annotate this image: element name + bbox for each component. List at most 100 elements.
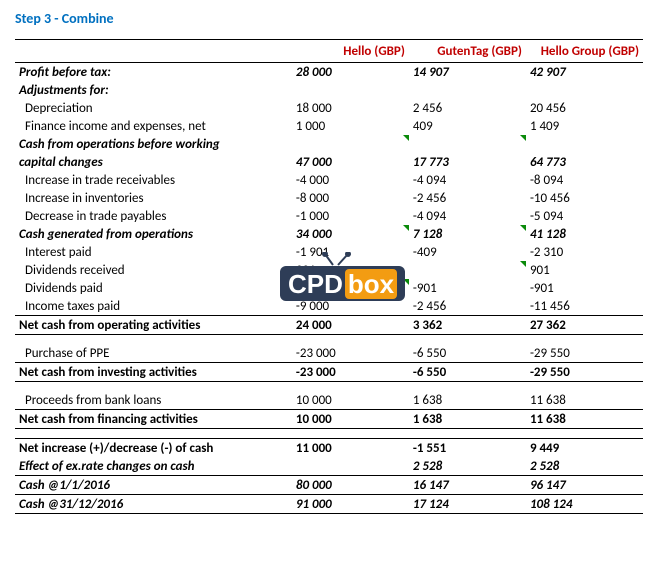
table-row: Net cash from investing activities -23 0… bbox=[15, 363, 643, 382]
cell: 11 638 bbox=[526, 410, 643, 429]
table-row: Net increase (+)/decrease (-) of cash 11… bbox=[15, 439, 643, 458]
cell: 1 409 bbox=[526, 117, 643, 135]
cell: 1 638 bbox=[409, 410, 526, 429]
table-row: Cash @1/1/2016 80 000 16 147 96 147 bbox=[15, 476, 643, 495]
cell: 16 147 bbox=[409, 476, 526, 495]
cell: 10 000 bbox=[292, 391, 409, 410]
cell: -1 551 bbox=[409, 439, 526, 458]
header-c2: GutenTag (GBP) bbox=[409, 40, 526, 63]
row-label: Profit before tax: bbox=[15, 63, 292, 82]
row-label: Net cash from financing activities bbox=[15, 410, 292, 429]
cell: -2 456 bbox=[409, 297, 526, 316]
row-label: Proceeds from bank loans bbox=[15, 391, 292, 410]
cell: 17 773 bbox=[409, 153, 526, 171]
cell: 2 528 bbox=[526, 457, 643, 476]
cell: 24 000 bbox=[292, 316, 409, 335]
cell: 3 362 bbox=[409, 316, 526, 335]
cell: 1 000 bbox=[292, 117, 409, 135]
header-row: Hello (GBP) GutenTag (GBP) Hello Group (… bbox=[15, 40, 643, 63]
row-label: Cash generated from operations bbox=[15, 225, 292, 243]
cell: 47 000 bbox=[292, 153, 409, 171]
cell: 901 bbox=[292, 261, 409, 279]
cell: 2 528 bbox=[409, 457, 526, 476]
row-label: Dividends received bbox=[15, 261, 292, 279]
table-row: Net cash from financing activities 10 00… bbox=[15, 410, 643, 429]
cell: -29 550 bbox=[526, 344, 643, 363]
row-label: Net cash from operating activities bbox=[15, 316, 292, 335]
table-row: Dividends paid -901 -901 bbox=[15, 279, 643, 297]
table-row: Cash @31/12/2016 91 000 17 124 108 124 bbox=[15, 495, 643, 514]
table-row: Income taxes paid -9 000 -2 456 -11 456 bbox=[15, 297, 643, 316]
cell: -4 094 bbox=[409, 171, 526, 189]
cell: 42 907 bbox=[526, 63, 643, 82]
cell: -2 310 bbox=[526, 243, 643, 261]
cashflow-table: Hello (GBP) GutenTag (GBP) Hello Group (… bbox=[15, 39, 643, 514]
cell: -1 000 bbox=[292, 207, 409, 225]
cell: 2 456 bbox=[409, 99, 526, 117]
row-label: Effect of ex.rate changes on cash bbox=[15, 457, 292, 476]
cell: 27 362 bbox=[526, 316, 643, 335]
row-label: Decrease in trade payables bbox=[15, 207, 292, 225]
row-label: Cash @1/1/2016 bbox=[15, 476, 292, 495]
row-label: Increase in inventories bbox=[15, 189, 292, 207]
cell: 7 128 bbox=[409, 225, 526, 243]
cell: -6 550 bbox=[409, 344, 526, 363]
cell: -23 000 bbox=[292, 363, 409, 382]
cell: -901 bbox=[526, 279, 643, 297]
header-blank bbox=[15, 40, 292, 63]
cell: 91 000 bbox=[292, 495, 409, 514]
table-row: Dividends received 901 901 bbox=[15, 261, 643, 279]
row-label: Purchase of PPE bbox=[15, 344, 292, 363]
table-row: Increase in inventories -8 000 -2 456 -1… bbox=[15, 189, 643, 207]
cell: -4 094 bbox=[409, 207, 526, 225]
cell: -8 094 bbox=[526, 171, 643, 189]
cell bbox=[409, 261, 526, 279]
table-row: Net cash from operating activities 24 00… bbox=[15, 316, 643, 335]
row-label: Finance income and expenses, net bbox=[15, 117, 292, 135]
header-c3: Hello Group (GBP) bbox=[526, 40, 643, 63]
cell: 14 907 bbox=[409, 63, 526, 82]
cell: 17 124 bbox=[409, 495, 526, 514]
cell: -10 456 bbox=[526, 189, 643, 207]
cell: 80 000 bbox=[292, 476, 409, 495]
header-c1: Hello (GBP) bbox=[292, 40, 409, 63]
cell: 64 773 bbox=[526, 153, 643, 171]
table-row: Finance income and expenses, net 1 000 4… bbox=[15, 117, 643, 135]
cell: -11 456 bbox=[526, 297, 643, 316]
row-label: Net cash from investing activities bbox=[15, 363, 292, 382]
cell: -2 456 bbox=[409, 189, 526, 207]
row-label: Interest paid bbox=[15, 243, 292, 261]
cell: -901 bbox=[409, 279, 526, 297]
table-row: Decrease in trade payables -1 000 -4 094… bbox=[15, 207, 643, 225]
table-row: Increase in trade receivables -4 000 -4 … bbox=[15, 171, 643, 189]
cell: 108 124 bbox=[526, 495, 643, 514]
row-label: Net increase (+)/decrease (-) of cash bbox=[15, 439, 292, 458]
cell: -6 550 bbox=[409, 363, 526, 382]
table-row: capital changes 47 000 17 773 64 773 bbox=[15, 153, 643, 171]
page-title: Step 3 - Combine bbox=[15, 10, 643, 27]
cell: 409 bbox=[409, 117, 526, 135]
table-row: Proceeds from bank loans 10 000 1 638 11… bbox=[15, 391, 643, 410]
cell: -1 901 bbox=[292, 243, 409, 261]
row-label: Increase in trade receivables bbox=[15, 171, 292, 189]
cell: 1 638 bbox=[409, 391, 526, 410]
cell: -5 094 bbox=[526, 207, 643, 225]
table-row: Purchase of PPE -23 000 -6 550 -29 550 bbox=[15, 344, 643, 363]
row-label: Depreciation bbox=[15, 99, 292, 117]
cell: 11 638 bbox=[526, 391, 643, 410]
cell: 28 000 bbox=[292, 63, 409, 82]
table-row: Cash from operations before working bbox=[15, 135, 643, 153]
cell: -409 bbox=[409, 243, 526, 261]
cell: 18 000 bbox=[292, 99, 409, 117]
row-label: Income taxes paid bbox=[15, 297, 292, 316]
cell: -4 000 bbox=[292, 171, 409, 189]
cell: 10 000 bbox=[292, 410, 409, 429]
row-label: capital changes bbox=[15, 153, 292, 171]
row-label: Adjustments for: bbox=[15, 81, 292, 99]
cell: 901 bbox=[526, 261, 643, 279]
cell: 20 456 bbox=[526, 99, 643, 117]
cell: -9 000 bbox=[292, 297, 409, 316]
cell bbox=[292, 279, 409, 297]
cell: 34 000 bbox=[292, 225, 409, 243]
cell: 41 128 bbox=[526, 225, 643, 243]
